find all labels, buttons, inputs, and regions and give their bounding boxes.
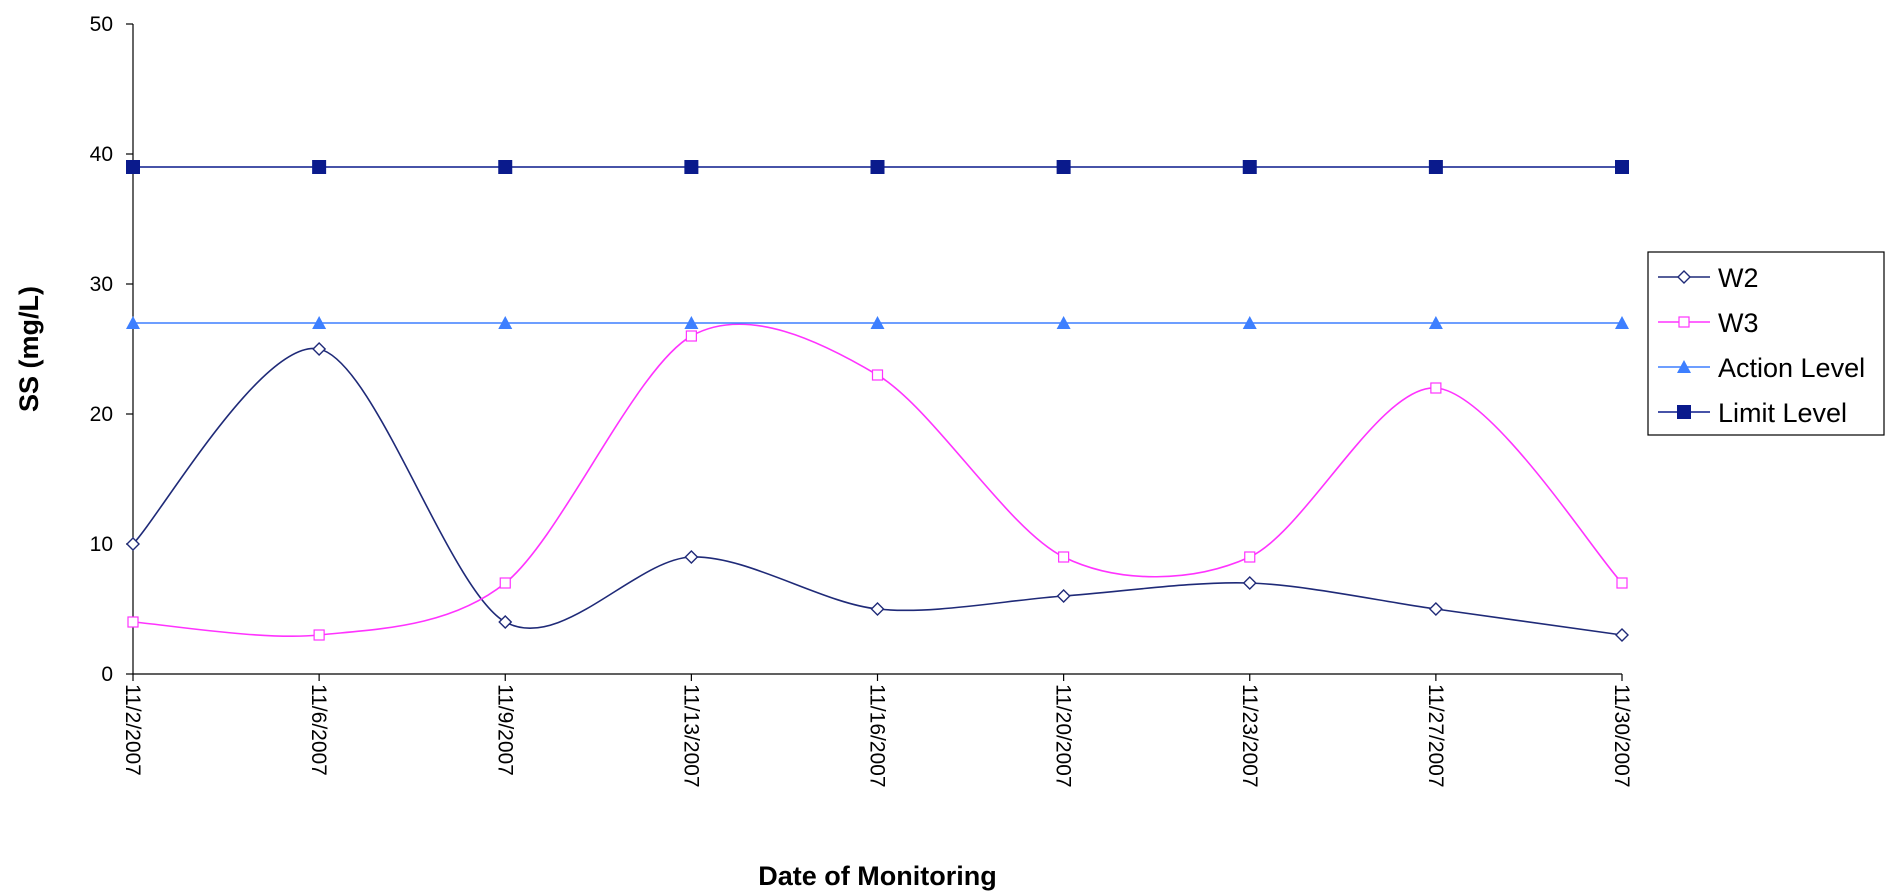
data-point <box>498 615 513 629</box>
data-point <box>1058 551 1070 563</box>
legend-label: Limit Level <box>1718 398 1847 428</box>
data-point <box>1430 382 1442 394</box>
legend-label: W2 <box>1718 263 1759 293</box>
plot-area: 0 10 20 30 40 50 11/2/2007 11/6/2007 11/9/2007 11… <box>90 13 1633 788</box>
data-point <box>1244 551 1256 563</box>
series-action-level <box>126 316 1629 329</box>
legend-label: Action Level <box>1718 353 1865 383</box>
y-tick-label: 30 <box>90 273 113 296</box>
data-point <box>685 330 697 342</box>
data-point <box>126 537 140 551</box>
legend-box <box>1647 251 1885 436</box>
legend-item: Action Level <box>1658 353 1865 383</box>
data-point <box>870 602 885 616</box>
data-point <box>684 316 699 329</box>
series-w3 <box>127 323 1628 641</box>
data-point <box>1056 589 1071 603</box>
data-point <box>684 550 699 564</box>
legend-label: W3 <box>1718 308 1759 338</box>
series-w2 <box>126 342 1629 642</box>
data-point <box>313 629 325 641</box>
y-tick-label: 50 <box>90 13 113 36</box>
legend-item: W2 <box>1658 263 1759 293</box>
data-point <box>684 160 699 174</box>
y-axis-title: SS (mg/L) <box>14 286 44 412</box>
data-point <box>1616 577 1628 589</box>
data-point <box>498 160 513 174</box>
data-point <box>870 160 885 174</box>
legend-item: W3 <box>1658 308 1759 338</box>
y-tick-label: 20 <box>90 403 113 426</box>
y-tick-label: 0 <box>101 663 113 686</box>
data-point <box>127 616 139 628</box>
data-point <box>1428 316 1443 329</box>
series-limit-level <box>126 160 1629 174</box>
data-point <box>312 316 327 329</box>
x-axis-title: Date of Monitoring <box>758 861 996 891</box>
legend-marker <box>1677 405 1691 419</box>
series-line <box>132 347 1623 636</box>
data-point <box>1428 602 1443 616</box>
x-tick-label: 11/16/2007 <box>866 684 889 788</box>
series-line <box>132 323 1623 638</box>
legend-marker <box>1677 360 1691 373</box>
y-tick-label: 40 <box>90 143 113 166</box>
x-tick-label: 11/9/2007 <box>493 684 516 776</box>
series-layer <box>126 160 1629 642</box>
legend: W2 W3 Action Level Limit Level <box>1647 251 1885 436</box>
data-point <box>1242 160 1257 174</box>
x-tick-label: 11/20/2007 <box>1052 684 1075 788</box>
data-point <box>871 369 884 381</box>
x-tick-label: 11/23/2007 <box>1238 684 1261 788</box>
data-point <box>1615 316 1629 329</box>
data-point <box>126 316 140 329</box>
x-tick-label: 11/27/2007 <box>1424 684 1447 788</box>
x-tick-label: 11/13/2007 <box>679 684 702 788</box>
data-point <box>1615 628 1629 642</box>
data-point <box>312 160 327 174</box>
x-tick-label: 11/6/2007 <box>307 684 330 776</box>
legend-marker <box>1678 316 1690 328</box>
y-tick-label: 10 <box>90 533 113 556</box>
data-point <box>1056 316 1071 329</box>
data-point <box>498 316 513 329</box>
data-point <box>1615 160 1629 174</box>
data-point <box>1056 160 1071 174</box>
legend-item: Limit Level <box>1658 398 1847 428</box>
x-tick-label: 11/30/2007 <box>1610 684 1633 788</box>
legend-marker <box>1677 270 1691 284</box>
data-point <box>126 160 140 174</box>
data-point <box>1242 316 1257 329</box>
data-point <box>499 577 511 589</box>
x-tick-label: 11/2/2007 <box>121 684 144 776</box>
data-point <box>312 342 327 356</box>
data-point <box>1428 160 1443 174</box>
data-point <box>1242 576 1257 590</box>
data-point <box>870 316 885 329</box>
